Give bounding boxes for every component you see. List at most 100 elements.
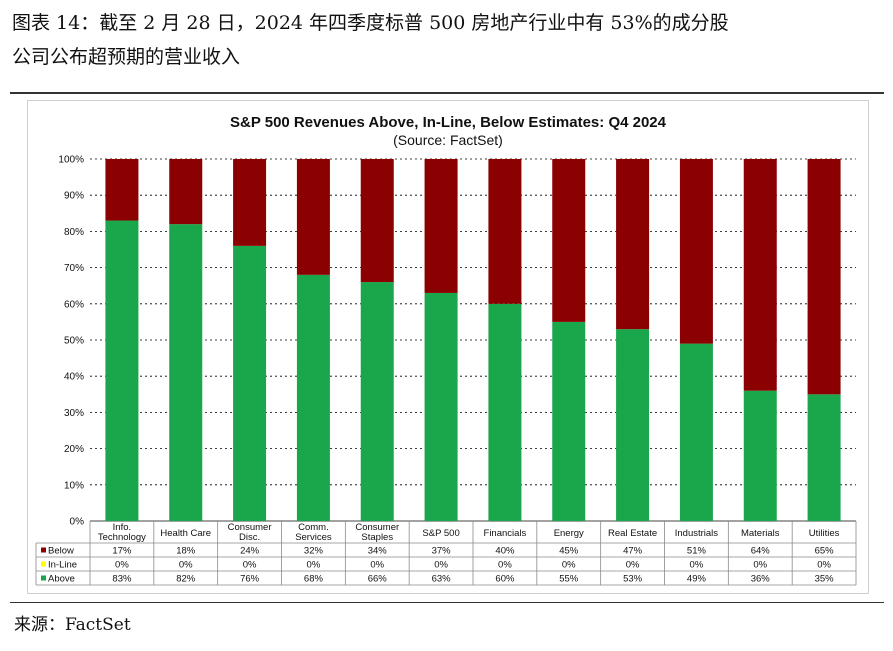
legend-label: Below <box>48 546 74 557</box>
table-cell: 0% <box>370 560 384 571</box>
table-cell: 82% <box>176 574 196 585</box>
table-cell: 53% <box>623 574 643 585</box>
legend-key-below <box>41 547 46 553</box>
category-label: Health Care <box>160 528 211 539</box>
bar-below <box>488 159 522 304</box>
bar-above <box>169 224 203 521</box>
figure-caption: 图表 14：截至 2 月 28 日，2024 年四季度标普 500 房地产行业中… <box>12 6 882 74</box>
bar-above <box>105 220 139 521</box>
category-label: Technology <box>98 532 146 543</box>
bar-below <box>169 159 203 225</box>
footer-divider <box>10 602 884 603</box>
category-label: Consumer <box>355 522 399 533</box>
y-tick-label: 90% <box>64 191 84 202</box>
category-label: Real Estate <box>608 528 657 539</box>
chart-frame: S&P 500 Revenues Above, In-Line, Below E… <box>27 100 869 594</box>
bar-above <box>616 329 650 521</box>
table-cell: 0% <box>243 560 257 571</box>
chart-subtitle: (Source: FactSet) <box>393 132 503 148</box>
table-cell: 0% <box>434 560 448 571</box>
bar-below <box>552 159 586 322</box>
table-cell: 64% <box>751 546 771 557</box>
bar-below <box>360 159 394 283</box>
bar-below <box>807 159 841 395</box>
table-cell: 35% <box>815 574 835 585</box>
caption-divider <box>10 92 884 94</box>
table-cell: 34% <box>368 546 388 557</box>
bar-below <box>679 159 713 344</box>
table-cell: 24% <box>240 546 260 557</box>
legend-label: In-Line <box>48 560 77 571</box>
table-cell: 17% <box>112 546 132 557</box>
caption-line-2: 公司公布超预期的营业收入 <box>12 46 241 68</box>
category-label: Financials <box>484 528 527 539</box>
category-label: Services <box>295 532 332 543</box>
caption-line-1: 图表 14：截至 2 月 28 日，2024 年四季度标普 500 房地产行业中… <box>12 12 729 34</box>
y-tick-label: 70% <box>64 263 84 274</box>
gridlines <box>90 158 856 522</box>
table-cell: 63% <box>432 574 452 585</box>
bar-above <box>488 303 522 521</box>
stacked-bar-chart: S&P 500 Revenues Above, In-Line, Below E… <box>35 114 857 586</box>
category-label: Comm. <box>298 522 329 533</box>
table-cell: 66% <box>368 574 388 585</box>
bar-above <box>424 292 458 521</box>
table-cell: 0% <box>817 560 831 571</box>
y-tick-label: 80% <box>64 227 84 238</box>
y-tick-label: 50% <box>64 336 84 347</box>
table-cell: 65% <box>815 546 835 557</box>
category-label: S&P 500 <box>422 528 459 539</box>
bar-below <box>296 159 330 275</box>
bar-below <box>616 159 650 330</box>
table-cell: 0% <box>562 560 576 571</box>
category-label: Materials <box>741 528 780 539</box>
bars <box>105 159 841 521</box>
category-label: Disc. <box>239 532 260 543</box>
category-label: Staples <box>361 532 393 543</box>
table-cell: 68% <box>304 574 324 585</box>
bar-above <box>807 394 841 521</box>
legend-key-inline <box>41 561 46 567</box>
bar-above <box>552 321 586 521</box>
y-tick-label: 0% <box>70 517 85 528</box>
bar-below <box>233 159 267 246</box>
category-label: Industrials <box>675 528 719 539</box>
category-label: Utilities <box>809 528 840 539</box>
table-cell: 36% <box>751 574 771 585</box>
legend-key-above <box>41 575 46 581</box>
bar-below <box>743 159 777 391</box>
table-cell: 0% <box>753 560 767 571</box>
category-label: Info. <box>113 522 131 533</box>
y-tick-label: 30% <box>64 408 84 419</box>
table-cell: 32% <box>304 546 324 557</box>
y-tick-label: 60% <box>64 299 84 310</box>
bar-above <box>743 390 777 521</box>
table-cell: 83% <box>112 574 132 585</box>
table-cell: 76% <box>240 574 260 585</box>
table-cell: 0% <box>626 560 640 571</box>
bar-below <box>424 159 458 293</box>
table-cell: 0% <box>179 560 193 571</box>
y-tick-label: 100% <box>58 155 84 166</box>
y-tick-label: 10% <box>64 480 84 491</box>
bar-above <box>296 274 330 521</box>
y-tick-label: 40% <box>64 372 84 383</box>
table-cell: 0% <box>115 560 129 571</box>
bar-above <box>233 245 267 521</box>
legend-label: Above <box>48 574 75 585</box>
category-label: Consumer <box>228 522 272 533</box>
bar-above <box>679 343 713 521</box>
y-tick-label: 20% <box>64 444 84 455</box>
table-cell: 0% <box>690 560 704 571</box>
table-cell: 45% <box>559 546 579 557</box>
bar-below <box>105 159 139 221</box>
table-cell: 60% <box>495 574 515 585</box>
table-cell: 49% <box>687 574 707 585</box>
table-cell: 37% <box>432 546 452 557</box>
source-note: 来源：FactSet <box>14 615 131 635</box>
table-cell: 0% <box>498 560 512 571</box>
table-cell: 51% <box>687 546 707 557</box>
table-cell: 18% <box>176 546 196 557</box>
table-cell: 40% <box>495 546 515 557</box>
chart-title: S&P 500 Revenues Above, In-Line, Below E… <box>230 114 667 131</box>
